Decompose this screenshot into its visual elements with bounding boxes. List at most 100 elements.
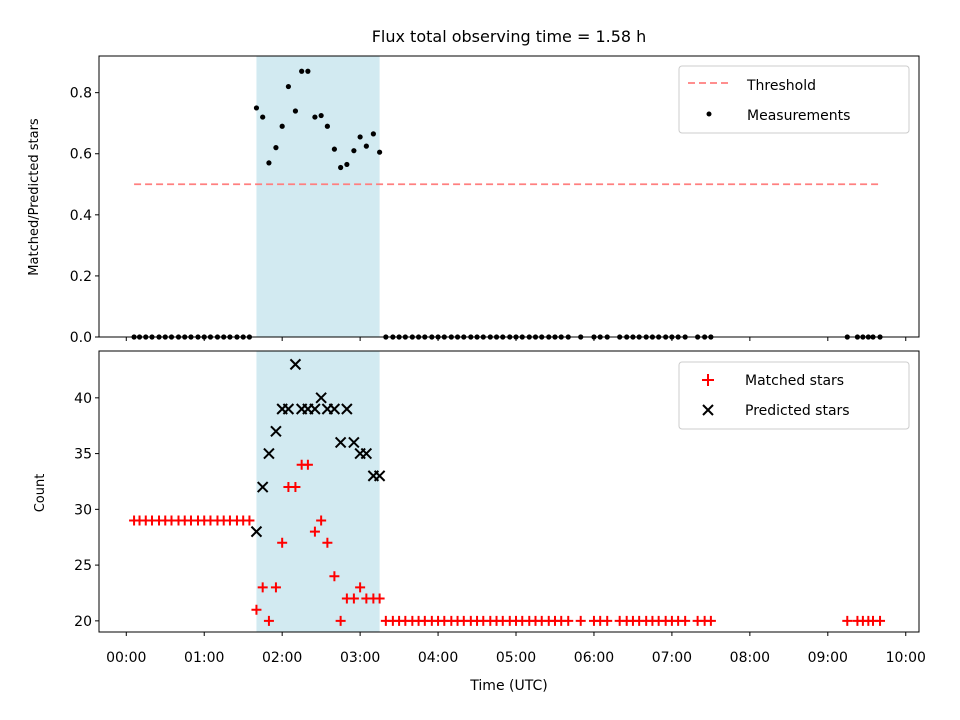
matched-star-point (290, 482, 301, 493)
measurement-point (351, 148, 357, 154)
matched-star-point (335, 615, 346, 626)
matched-star-point (316, 515, 327, 526)
measurement-point (305, 68, 311, 74)
matched-star-point (244, 515, 255, 526)
measurement-point (324, 123, 330, 129)
legend-measurements-label: Measurements (747, 108, 850, 124)
bottom-highlight-span (256, 351, 380, 632)
predicted-star-point (256, 481, 269, 493)
measurement-point (377, 149, 383, 155)
y-tick-label: 25 (74, 558, 92, 574)
predicted-star-point (282, 403, 295, 415)
top-legend-box (678, 65, 910, 134)
predicted-star-point (373, 470, 386, 482)
top-panel: 0.00.20.40.60.8 Matched/Predicted stars … (27, 55, 920, 346)
matched-star-point (842, 615, 853, 626)
matched-star-point (329, 571, 340, 582)
y-tick-label: 40 (74, 391, 92, 407)
x-tick-label: 01:00 (184, 650, 224, 666)
legend-matched-label: Matched stars (745, 373, 844, 389)
bottom-panel: 20 25 30 35 40 00:00 01:00 02:00 03:00 04:00 05:0… (33, 350, 926, 666)
top-highlight-span (256, 56, 380, 337)
x-tick-label: 05:00 (496, 650, 536, 666)
x-axis-label: Time (UTC) (469, 678, 547, 694)
measurement-point (292, 108, 299, 114)
x-tick-label: 10:00 (886, 650, 926, 666)
bottom-y-ticks: 20 25 30 35 40 (74, 391, 99, 630)
x-tick-label: 08:00 (730, 650, 770, 666)
x-tick-label: 04:00 (418, 650, 458, 666)
measurement-point (299, 68, 305, 74)
predicted-star-point (348, 436, 360, 449)
predicted-star-point (341, 403, 353, 415)
legend-predicted-icon (702, 404, 714, 416)
matched-star-point (270, 582, 281, 593)
measurement-point (279, 123, 285, 129)
matched-star-point (563, 615, 574, 626)
y-tick-label: 0.4 (70, 208, 92, 224)
x-tick-label: 03:00 (340, 650, 380, 666)
top-axes-frame (98, 55, 920, 338)
y-tick-label: 0.6 (70, 147, 92, 163)
y-tick-label: 35 (74, 447, 92, 463)
measurement-point (344, 161, 350, 168)
bottom-legend-box (678, 361, 910, 430)
predicted-star-point (315, 392, 327, 404)
legend-measurements-icon (706, 111, 712, 117)
y-tick-label: 30 (74, 502, 92, 518)
matched-star-point (680, 615, 691, 626)
top-y-axis-label: Matched/Predicted stars (27, 118, 42, 276)
matched-star-point (705, 615, 716, 626)
y-tick-label: 0.0 (70, 330, 92, 346)
x-tick-label: 06:00 (574, 650, 614, 666)
matched-star-point (575, 615, 586, 626)
measurement-point (318, 112, 324, 119)
legend-threshold-label: Threshold (746, 78, 816, 94)
measurement-point (370, 131, 376, 137)
matched-stars-points (129, 459, 886, 626)
measurement-point (273, 145, 279, 151)
predicted-star-point (334, 436, 347, 449)
measurement-point (312, 114, 318, 120)
predicted-star-point (289, 358, 302, 371)
matched-star-point (322, 537, 333, 548)
predicted-star-point (263, 447, 275, 460)
predicted-star-point (309, 403, 321, 415)
matched-star-point (277, 537, 288, 548)
measurement-point (253, 105, 260, 111)
matched-star-point (602, 615, 613, 626)
top-y-ticks: 0.0 0.2 0.4 0.6 0.8 (70, 86, 99, 346)
x-tick-label: 07:00 (652, 650, 692, 666)
bottom-x-ticks: 00:00 01:00 02:00 03:00 04:00 05:00 06:00 07:00… (106, 632, 926, 666)
matched-star-point (875, 615, 886, 626)
measurement-point (266, 160, 272, 166)
measurement-point (260, 114, 266, 120)
predicted-star-point (360, 447, 373, 460)
x-tick-label: 09:00 (808, 650, 848, 666)
top-legend: Threshold Measurements (678, 65, 910, 134)
y-tick-label: 0.2 (70, 269, 92, 285)
measurement-point (363, 143, 369, 149)
legend-matched-icon (702, 374, 714, 386)
top-x-ticks (125, 337, 907, 341)
matched-star-point (302, 459, 313, 470)
predicted-star-point (250, 525, 263, 538)
bottom-y-axis-label: Count (33, 474, 48, 513)
chart-title: Flux total observing time = 1.58 h (372, 27, 647, 46)
matched-star-point (263, 615, 274, 626)
x-tick-label: 00:00 (106, 650, 146, 666)
y-tick-label: 0.8 (70, 86, 92, 102)
measurement-point (338, 164, 344, 171)
matched-star-point (257, 582, 268, 593)
x-tick-label: 02:00 (262, 650, 302, 666)
matched-star-point (309, 526, 320, 537)
matched-star-point (251, 604, 262, 615)
legend-predicted-label: Predicted stars (745, 403, 850, 419)
predicted-star-point (328, 403, 341, 415)
matched-star-point (374, 593, 385, 604)
matched-star-point (355, 582, 366, 593)
predicted-star-point (270, 425, 282, 437)
measurement-point (285, 83, 292, 90)
matched-star-point (348, 593, 359, 604)
